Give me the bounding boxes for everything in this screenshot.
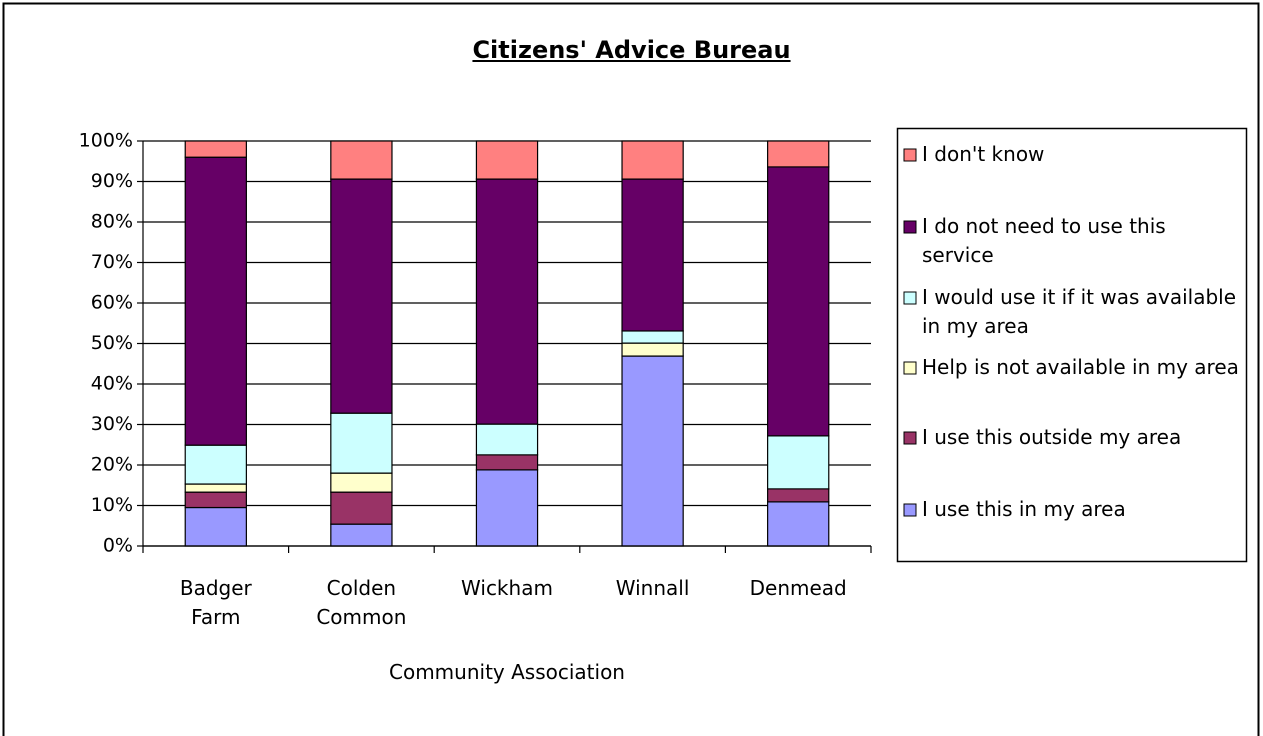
legend-label: I don't know [922, 142, 1045, 166]
bar-segment [330, 178, 393, 414]
y-tick-label: 0% [103, 535, 133, 557]
legend-box [896, 127, 1248, 563]
y-tick-label: 90% [91, 170, 133, 192]
bar-segment [621, 355, 684, 547]
bar-segment [475, 140, 539, 180]
x-tick-label: Wickham [461, 576, 553, 600]
legend-label: I would use it if it was available in my… [922, 285, 1237, 338]
bar-segment [330, 140, 393, 180]
legend-swatch [903, 220, 917, 234]
legend-label: I do not need to use this service [922, 214, 1166, 267]
bar-segment [767, 501, 830, 547]
bar-segment [184, 140, 247, 158]
legend-swatch [903, 431, 917, 445]
y-tick-label: 20% [91, 454, 133, 476]
bar-segment [330, 523, 393, 547]
bar-segment [621, 330, 684, 344]
bar-segment [621, 178, 684, 332]
legend-swatch [903, 148, 917, 162]
bar-segment [621, 342, 684, 357]
x-tick-label: Badger Farm [179, 576, 252, 629]
bar-segment [475, 178, 539, 425]
bar-segment [184, 491, 247, 509]
legend-swatch [903, 503, 917, 517]
bar-segment [621, 140, 684, 180]
bar-segment [475, 454, 539, 471]
bar-segment [184, 156, 247, 446]
y-tick-label: 10% [91, 494, 133, 516]
y-tick-label: 100% [79, 130, 133, 152]
bar-segment [184, 483, 247, 493]
bar-segment [767, 166, 830, 437]
bar-segment [475, 423, 539, 456]
x-tick-label: Denmead [749, 576, 847, 600]
legend-label: I use this in my area [922, 497, 1126, 521]
y-tick-label: 80% [91, 211, 133, 233]
y-tick-label: 70% [91, 251, 133, 273]
y-tick-label: 30% [91, 413, 133, 435]
legend-swatch [903, 361, 917, 375]
bar-segment [184, 444, 247, 485]
bar-segment [767, 488, 830, 503]
bar-segment [475, 469, 539, 547]
legend-label: I use this outside my area [922, 425, 1182, 449]
bar-segment [767, 435, 830, 490]
x-tick-label: Colden Common [316, 576, 407, 629]
bar-segment [330, 412, 393, 474]
bar-segment [767, 140, 830, 168]
bar-segment [184, 506, 247, 547]
y-tick-label: 60% [91, 292, 133, 314]
y-tick-label: 40% [91, 373, 133, 395]
legend-label: Help is not available in my area [922, 355, 1239, 379]
x-tick-label: Winnall [615, 576, 690, 600]
bar-segment [330, 472, 393, 493]
chart-title: Citizens' Advice Bureau [472, 36, 791, 64]
y-tick-label: 50% [91, 332, 133, 354]
x-axis-label: Community Association [389, 660, 625, 684]
bar-segment [330, 491, 393, 525]
legend-swatch [903, 291, 917, 305]
